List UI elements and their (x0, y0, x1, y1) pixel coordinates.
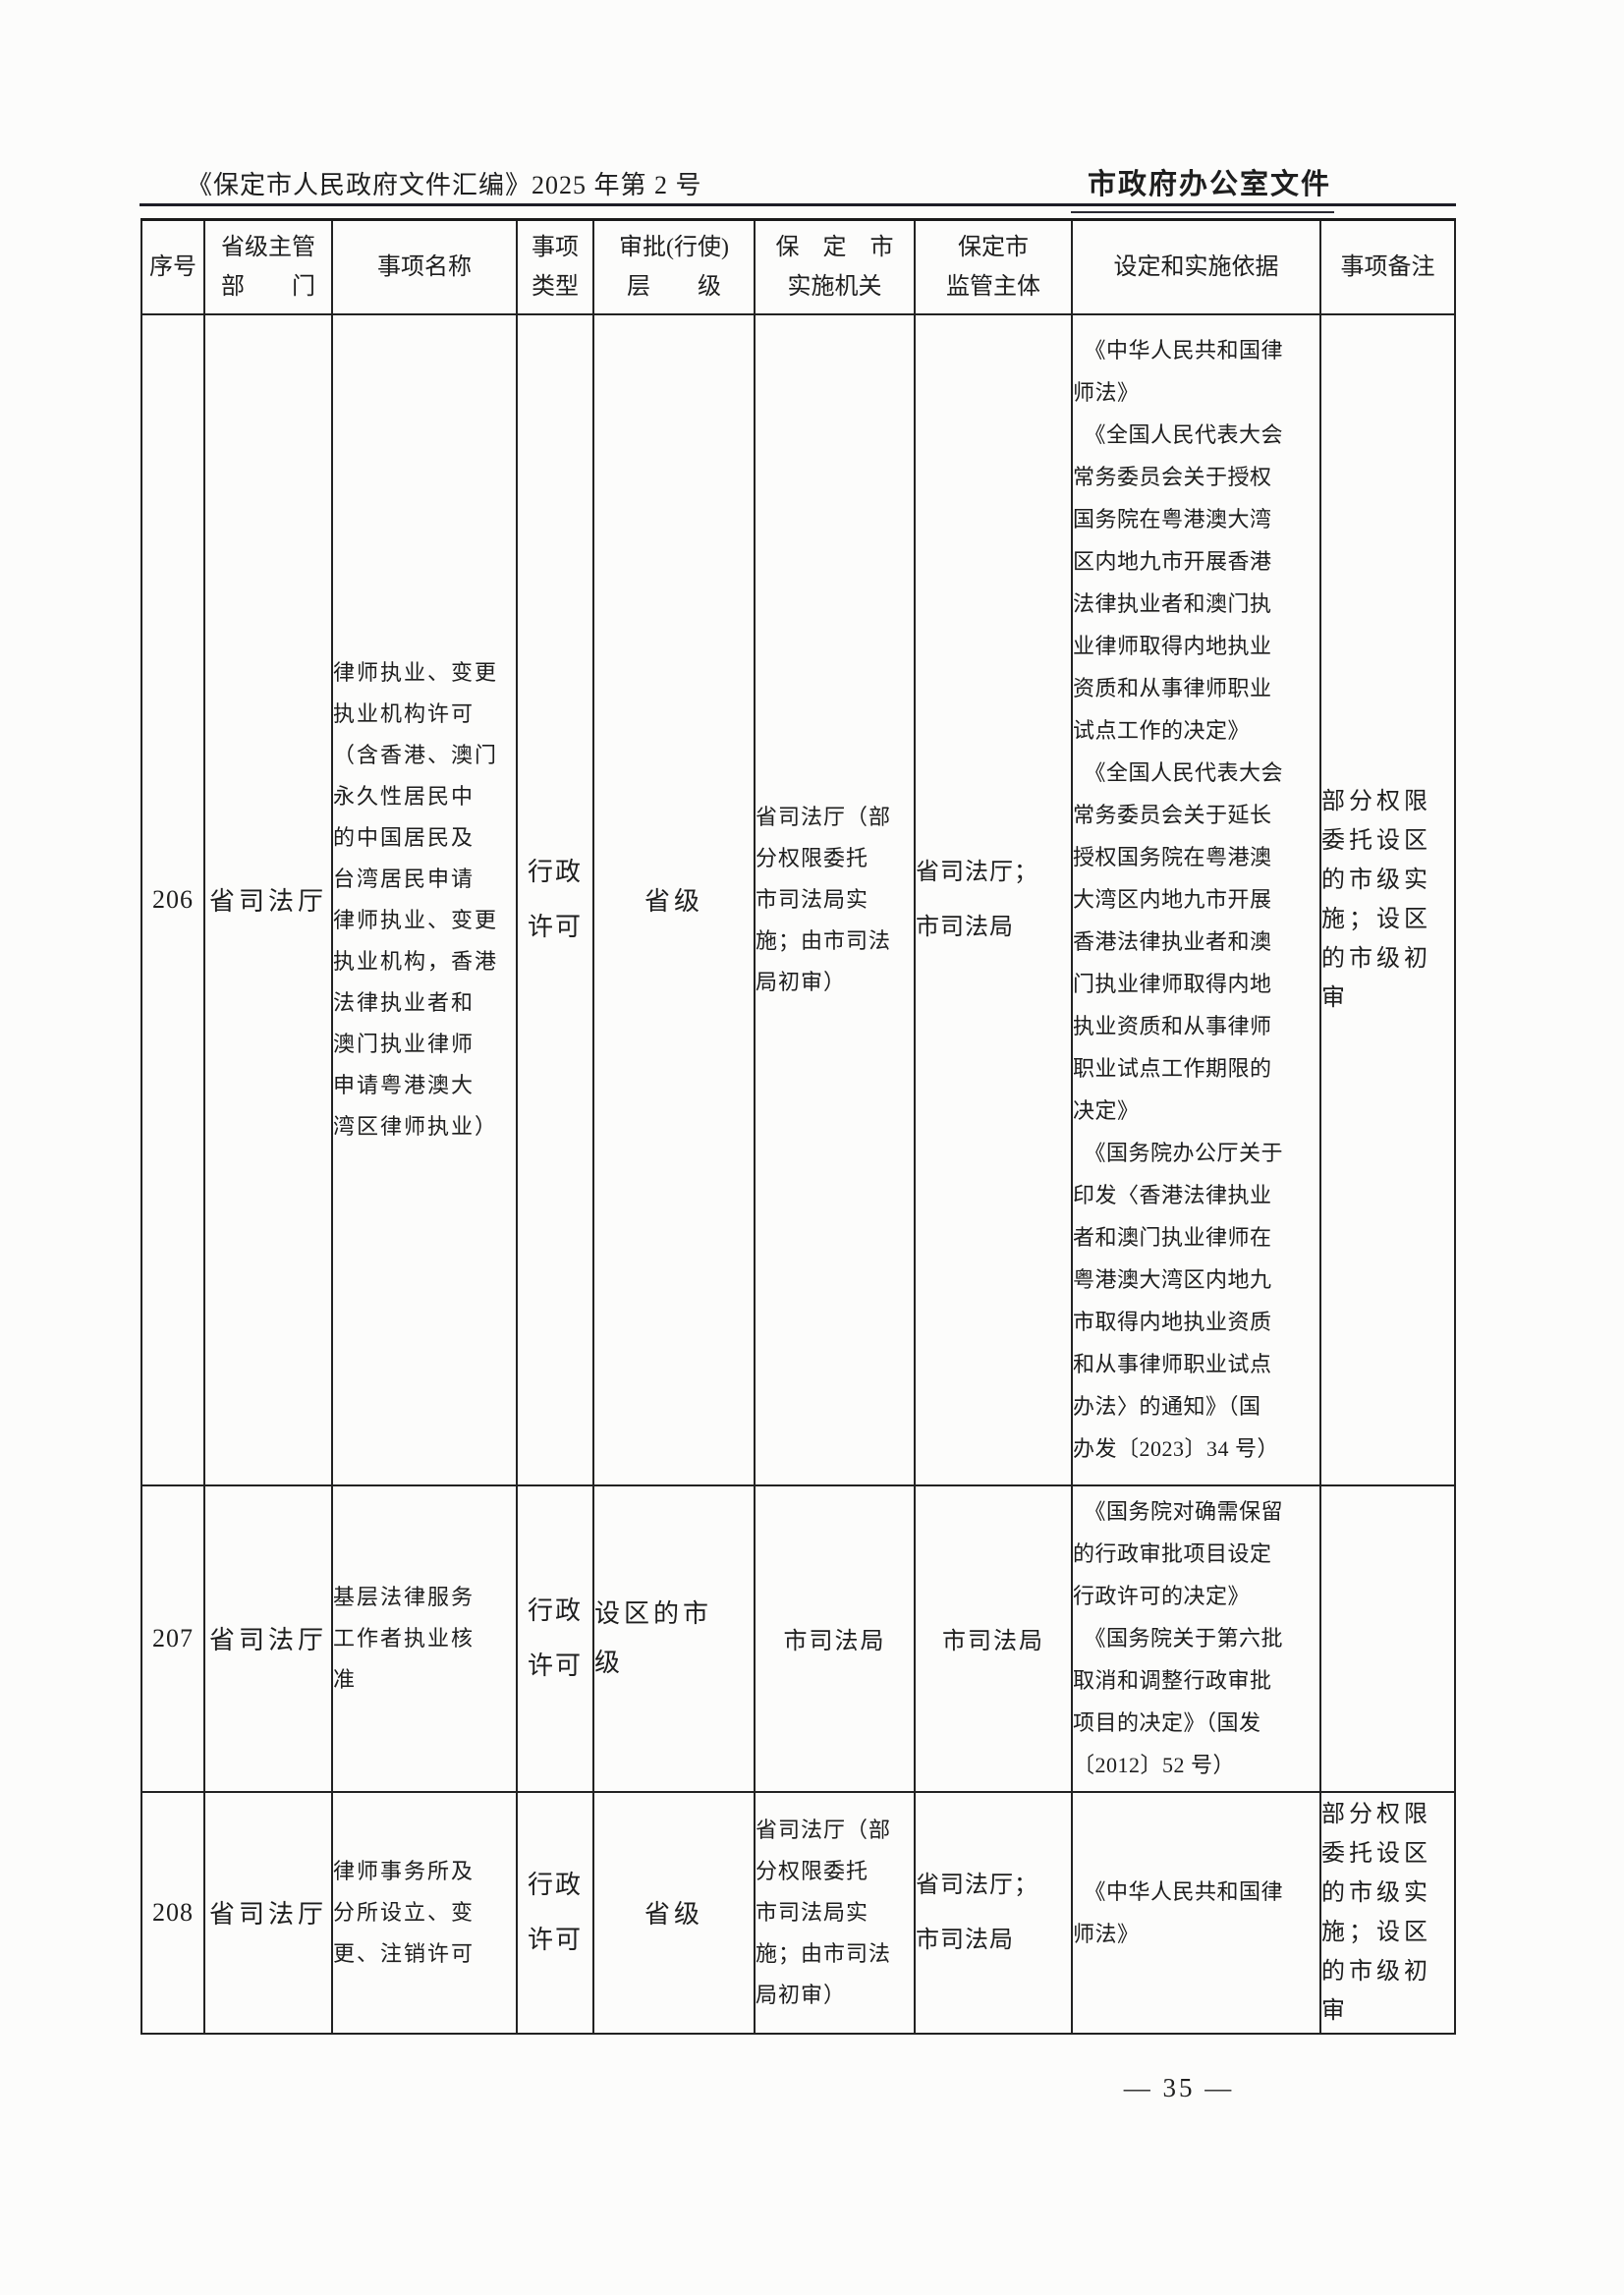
seq-cell: 206 (140, 312, 205, 1486)
implementing-agency-cell: 省司法厅（部 分权限委托 市司法局实 施；由市司法 局初审） (754, 312, 916, 1486)
seq-cell: 208 (140, 1790, 205, 2035)
dept-cell: 省司法厅 (203, 1483, 333, 1793)
table-row-207: 207 省司法厅 基层法律服务 工作者执业核 准 行政 许可 设区的市 级 市司… (140, 1483, 1456, 1793)
seq-cell: 207 (140, 1483, 205, 1793)
item-name-cell: 基层法律服务 工作者执业核 准 (331, 1483, 518, 1793)
level-cell: 设区的市 级 (592, 1483, 756, 1793)
item-type-cell: 行政 许可 (516, 1483, 594, 1793)
supervisor-cell: 省司法厅； 市司法局 (914, 312, 1073, 1486)
header-rule (140, 203, 1456, 206)
implementing-agency-cell: 市司法局 (754, 1483, 916, 1793)
header-implementing-agency: 保 定 市 实施机关 (754, 218, 916, 315)
header-item-type: 事项 类型 (516, 218, 594, 315)
page-number: — 35 — (1123, 2073, 1235, 2102)
supervisor-cell: 市司法局 (914, 1483, 1073, 1793)
item-type-cell: 行政 许可 (516, 1790, 594, 2035)
remark-cell: 部分权限 委托设区 的市级实 施；设区 的市级初 审 (1319, 1790, 1456, 2035)
document-category-title: 市政府办公室文件 (1087, 169, 1331, 200)
table-row-206: 206 省司法厅 律师执业、变更 执业机构许可 （含香港、澳门 永久性居民中 的… (140, 312, 1456, 1486)
remark-cell (1319, 1483, 1456, 1793)
header-legal-basis: 设定和实施依据 (1071, 218, 1321, 315)
header-seq: 序号 (140, 218, 205, 315)
header-approval-level: 审批(行使) 层 级 (592, 218, 756, 315)
item-type-cell: 行政 许可 (516, 312, 594, 1486)
remark-cell: 部分权限 委托设区 的市级实 施；设区 的市级初 审 (1319, 312, 1456, 1486)
header-provincial-dept: 省级主管 部 门 (203, 218, 333, 315)
legal-basis-cell: 《中华人民共和国律 师法》 (1071, 1790, 1321, 2035)
approval-items-table: 序号 省级主管 部 门 事项名称 事项 类型 审批(行使) 层 级 保 定 市 … (140, 218, 1456, 2035)
legal-basis-cell: 《中华人民共和国律 师法》 《全国人民代表大会 常务委员会关于授权 国务院在粤港… (1071, 312, 1321, 1486)
header-remark: 事项备注 (1319, 218, 1456, 315)
implementing-agency-cell: 省司法厅（部 分权限委托 市司法局实 施；由市司法 局初审） (754, 1790, 916, 2035)
compilation-title: 《保定市人民政府文件汇编》2025 年第 2 号 (187, 171, 702, 199)
item-name-cell: 律师执业、变更 执业机构许可 （含香港、澳门 永久性居民中 的中国居民及 台湾居… (331, 312, 518, 1486)
table-header-row: 序号 省级主管 部 门 事项名称 事项 类型 审批(行使) 层 级 保 定 市 … (140, 218, 1456, 315)
supervisor-cell: 省司法厅； 市司法局 (914, 1790, 1073, 2035)
header-item-name: 事项名称 (331, 218, 518, 315)
dept-cell: 省司法厅 (203, 1790, 333, 2035)
item-name-cell: 律师事务所及 分所设立、变 更、注销许可 (331, 1790, 518, 2035)
table-row-208: 208 省司法厅 律师事务所及 分所设立、变 更、注销许可 行政 许可 省级 省… (140, 1790, 1456, 2035)
dept-cell: 省司法厅 (203, 312, 333, 1486)
level-cell: 省级 (592, 1790, 756, 2035)
level-cell: 省级 (592, 312, 756, 1486)
header-underline (1071, 211, 1334, 213)
header-supervisor: 保定市 监管主体 (914, 218, 1073, 315)
legal-basis-cell: 《国务院对确需保留 的行政审批项目设定 行政许可的决定》 《国务院关于第六批 取… (1071, 1483, 1321, 1793)
